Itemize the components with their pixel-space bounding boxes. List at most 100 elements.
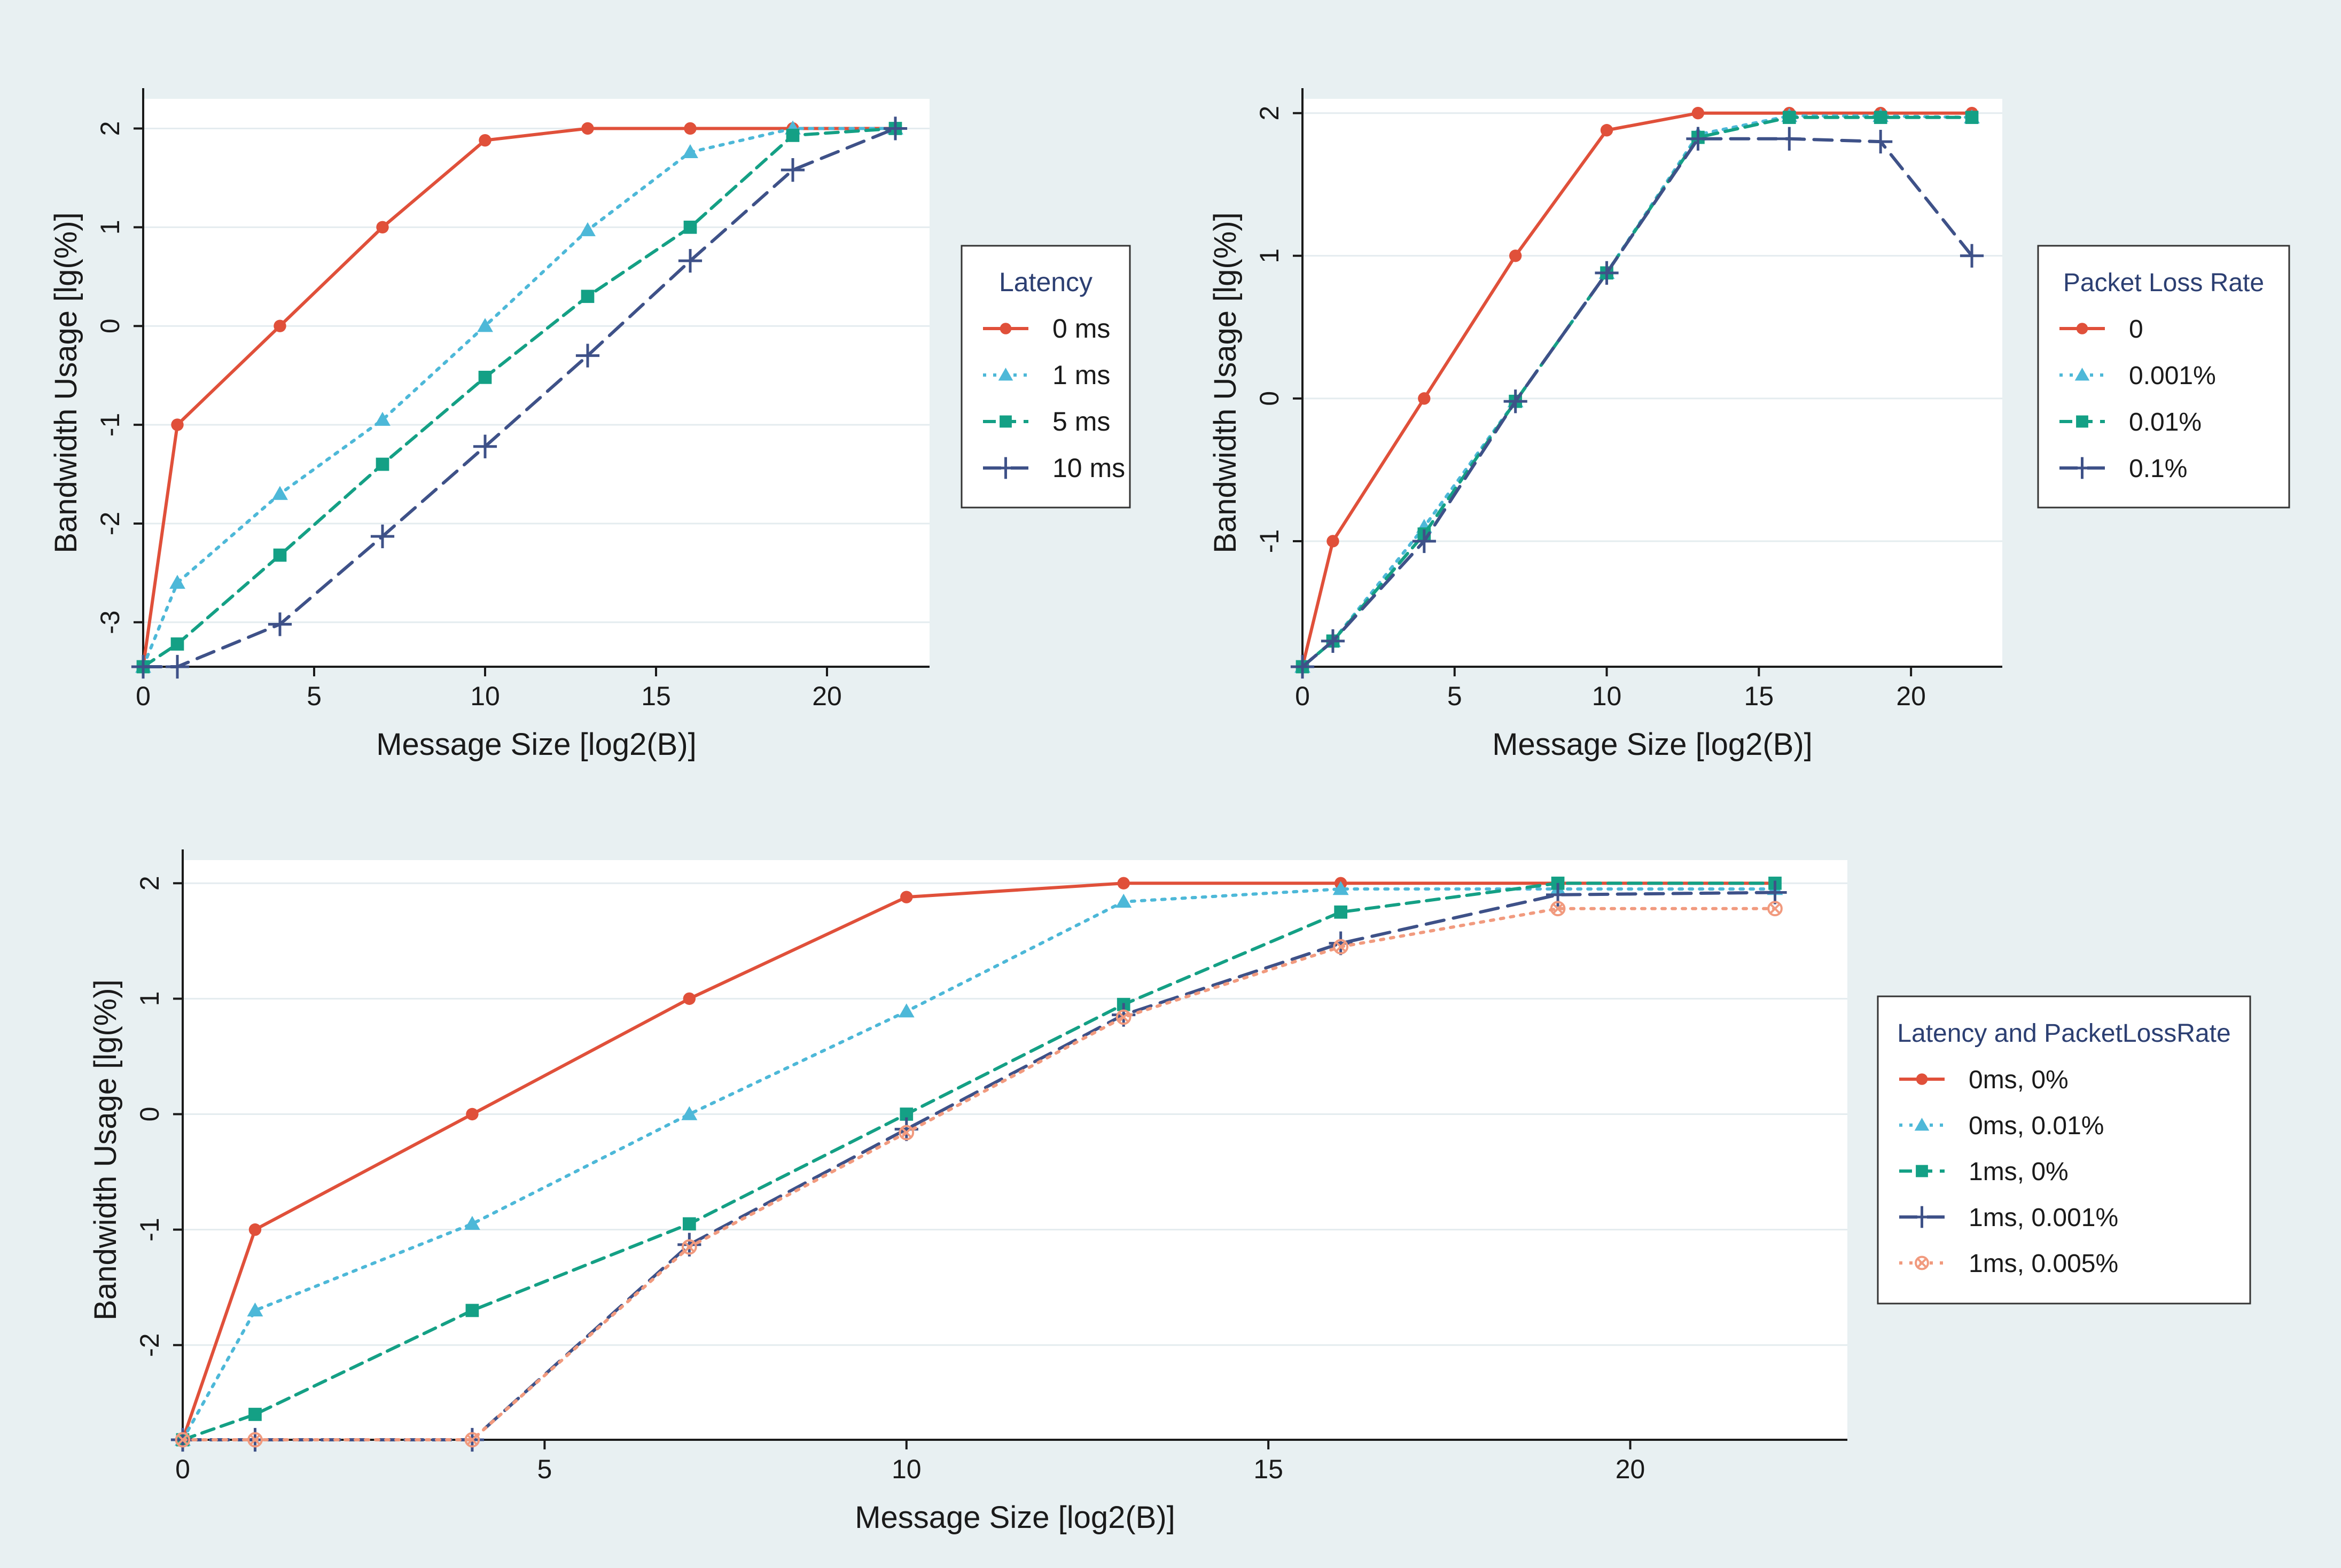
data-point bbox=[465, 1304, 479, 1317]
x-tick-label: 5 bbox=[1447, 681, 1462, 711]
x-tick-label: 5 bbox=[307, 681, 322, 711]
legend-swatch-marker bbox=[998, 368, 1013, 381]
legend: Packet Loss Rate 0 0.001% 0.01% 0.1% bbox=[2037, 245, 2290, 509]
data-point bbox=[581, 290, 595, 303]
data-point bbox=[899, 1125, 915, 1141]
legend-swatch-marker bbox=[2076, 323, 2088, 334]
legend-swatch-marker bbox=[1915, 1255, 1929, 1270]
data-point bbox=[478, 370, 492, 384]
x-tick-label: 15 bbox=[1744, 681, 1774, 711]
data-point bbox=[1874, 111, 1887, 124]
data-point bbox=[580, 222, 596, 237]
data-point bbox=[684, 122, 697, 135]
chart-panel: 0 5 10 15 20 -1 0 1 2 Message Size [log2(B)] Bandw… bbox=[1208, 88, 2290, 762]
data-point bbox=[683, 992, 696, 1005]
data-point bbox=[1290, 654, 1315, 679]
legend-title: Latency bbox=[999, 267, 1093, 297]
data-point bbox=[575, 344, 600, 368]
data-point bbox=[248, 1408, 262, 1421]
data-point bbox=[464, 1215, 480, 1230]
x-tick-label: 0 bbox=[175, 1454, 190, 1484]
data-point bbox=[376, 457, 389, 471]
y-axis-title: Bandwidth Usage [lg(%)] bbox=[1208, 212, 1243, 553]
legend-swatch-marker bbox=[2071, 457, 2093, 479]
legend-swatch-marker bbox=[1916, 1073, 1928, 1085]
data-point bbox=[898, 1003, 915, 1018]
data-point bbox=[1782, 111, 1796, 124]
x-tick-label: 15 bbox=[641, 681, 671, 711]
data-point bbox=[170, 637, 184, 651]
data-point bbox=[1960, 244, 1984, 268]
legend-box bbox=[1877, 995, 2251, 1305]
data-point bbox=[1965, 111, 1979, 124]
legend: Latency 0 ms 1 ms 5 ms 10 ms bbox=[961, 245, 1131, 509]
legend-swatch-marker bbox=[2074, 368, 2090, 381]
x-axis-title: Message Size [log2(B)] bbox=[855, 1500, 1175, 1535]
data-point bbox=[681, 1239, 697, 1255]
x-tick-label: 5 bbox=[537, 1454, 552, 1484]
data-point bbox=[171, 418, 184, 431]
data-point bbox=[131, 654, 155, 679]
y-tick-label: -2 bbox=[135, 1333, 165, 1357]
y-tick-label: 1 bbox=[95, 220, 125, 235]
legend-label: 0.01% bbox=[2129, 408, 2202, 436]
legend-label: 0 ms bbox=[1052, 314, 1110, 344]
legend: Latency and PacketLossRate 0ms, 0% 0ms, 0.… bbox=[1877, 995, 2251, 1305]
data-point bbox=[883, 116, 908, 141]
data-point bbox=[374, 411, 391, 426]
data-point bbox=[175, 1432, 191, 1448]
legend-label: 1 ms bbox=[1052, 360, 1110, 390]
legend-label: 1ms, 0% bbox=[1969, 1158, 2069, 1186]
legend-title: Packet Loss Rate bbox=[2063, 269, 2264, 297]
legend-swatch-marker bbox=[1911, 1206, 1933, 1228]
data-point bbox=[273, 548, 287, 562]
x-axis-title: Message Size [log2(B)] bbox=[1492, 727, 1813, 762]
data-point bbox=[1509, 249, 1522, 262]
data-point bbox=[1418, 392, 1431, 405]
data-point bbox=[248, 1223, 262, 1236]
data-point bbox=[477, 318, 493, 332]
legend-box bbox=[961, 245, 1131, 509]
y-tick-label: 0 bbox=[1254, 391, 1284, 406]
y-tick-label: -3 bbox=[95, 611, 125, 634]
data-point bbox=[1334, 905, 1348, 919]
x-tick-label: 20 bbox=[812, 681, 842, 711]
data-point bbox=[165, 654, 190, 679]
legend-swatch-marker bbox=[995, 457, 1017, 479]
legend-title: Latency and PacketLossRate bbox=[1897, 1019, 2230, 1048]
y-tick-label: 2 bbox=[135, 876, 165, 891]
y-tick-label: 0 bbox=[95, 318, 125, 333]
data-point bbox=[1691, 107, 1705, 120]
legend-label: 0.1% bbox=[2129, 455, 2187, 483]
legend-label: 1ms, 0.005% bbox=[1969, 1250, 2118, 1278]
chart-panel: 0 5 10 15 20 -3 -2 -1 0 1 2 Message Size [log2(B)] B… bbox=[49, 88, 1131, 762]
data-point bbox=[268, 612, 292, 636]
data-point bbox=[473, 434, 497, 458]
x-tick-label: 10 bbox=[470, 681, 500, 711]
data-point bbox=[1595, 261, 1619, 285]
y-tick-label: -1 bbox=[1254, 529, 1284, 553]
data-point bbox=[479, 134, 491, 147]
legend-label: 0ms, 0% bbox=[1969, 1066, 2069, 1094]
data-point bbox=[274, 319, 286, 332]
legend-label: 1ms, 0.001% bbox=[1969, 1204, 2118, 1232]
data-point bbox=[581, 122, 594, 135]
y-tick-label: 0 bbox=[135, 1107, 165, 1122]
data-point bbox=[1117, 877, 1130, 890]
data-point bbox=[464, 1432, 480, 1448]
data-point bbox=[682, 144, 698, 159]
legend-swatch-marker bbox=[1914, 1118, 1930, 1131]
x-tick-label: 15 bbox=[1253, 1454, 1283, 1484]
data-point bbox=[1333, 939, 1349, 955]
data-point bbox=[1329, 931, 1353, 955]
data-point bbox=[1763, 880, 1787, 904]
y-tick-label: 1 bbox=[135, 991, 165, 1006]
legend-label: 0.001% bbox=[2129, 362, 2216, 390]
data-point bbox=[1686, 127, 1710, 151]
x-tick-label: 0 bbox=[1295, 681, 1310, 711]
series-10-ms bbox=[131, 116, 908, 679]
data-point bbox=[1115, 893, 1132, 908]
chart-panel: 0 5 10 15 20 -2 -1 0 1 2 Message Size [log2(B)] Ban… bbox=[88, 849, 2251, 1535]
